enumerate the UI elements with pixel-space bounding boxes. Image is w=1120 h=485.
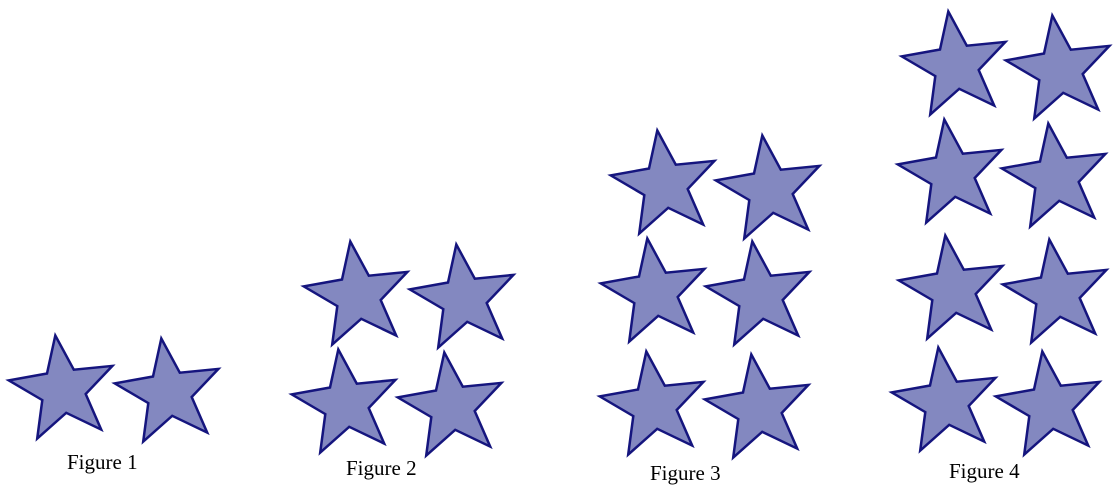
star-icon — [702, 237, 813, 348]
star-icon — [406, 240, 517, 351]
star-icon — [5, 331, 116, 442]
star-icon — [992, 347, 1103, 458]
star-icon — [701, 350, 812, 461]
star-icon — [1002, 11, 1113, 122]
star-icon — [288, 345, 399, 456]
figure-3-label: Figure 3 — [650, 461, 721, 485]
star-icon — [894, 115, 1005, 226]
figure-1-stars — [5, 331, 222, 445]
stars-layer — [5, 7, 1113, 461]
star-icon — [607, 126, 718, 237]
star-icon — [111, 334, 222, 445]
star-icon — [895, 231, 1006, 342]
star-icon — [998, 119, 1109, 230]
star-icon — [394, 348, 505, 459]
figure-4-label: Figure 4 — [949, 459, 1020, 483]
figure-2-stars — [288, 237, 517, 459]
star-icon — [300, 237, 411, 348]
figure-1-label: Figure 1 — [67, 450, 138, 474]
star-icon — [888, 343, 999, 454]
star-icon — [712, 131, 823, 242]
star-icon — [898, 7, 1009, 118]
star-icon — [999, 235, 1110, 346]
figure-2-label: Figure 2 — [346, 456, 417, 480]
figure-4-stars — [888, 7, 1113, 458]
star-icon — [597, 234, 708, 345]
figure-3-stars — [596, 126, 823, 461]
star-icon — [596, 347, 707, 458]
